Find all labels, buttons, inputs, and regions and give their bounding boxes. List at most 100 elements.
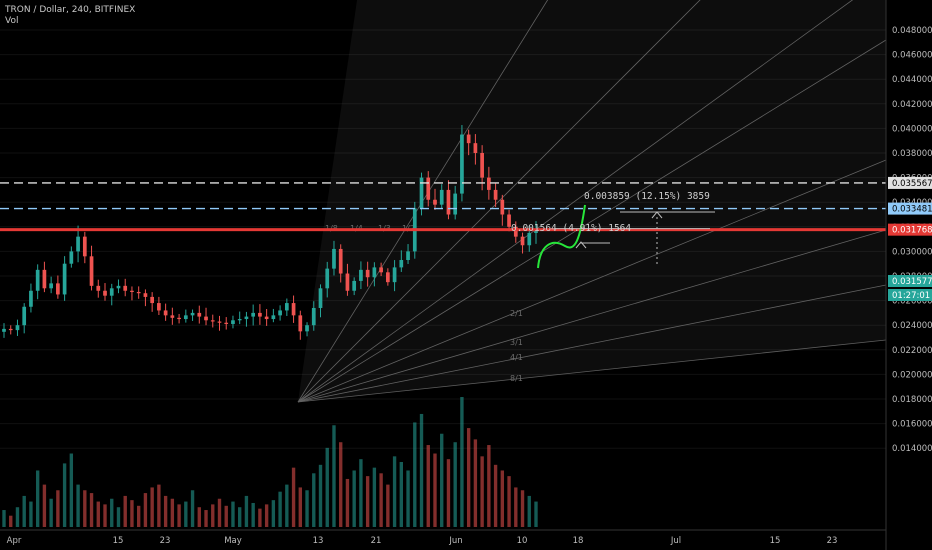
candle-body <box>42 269 47 289</box>
candle-body <box>325 268 330 289</box>
candle-body <box>318 288 323 308</box>
candle-body <box>291 303 296 316</box>
candle-body <box>69 251 74 264</box>
volume-bar <box>332 425 336 527</box>
y-tick-label: 0.046000 <box>892 51 932 61</box>
volume-bar <box>76 484 80 527</box>
volume-bar <box>130 500 134 527</box>
fan-label: 4/1 <box>510 353 523 362</box>
fan-line <box>297 159 887 403</box>
y-tick-label: 0.018000 <box>892 395 932 405</box>
volume-bar <box>514 487 518 527</box>
volume-bar <box>271 500 276 527</box>
candle-body <box>251 312 256 317</box>
volume-bar <box>372 467 377 527</box>
volume-bar <box>42 484 47 527</box>
candle-body <box>419 177 424 209</box>
volume-bar <box>399 462 403 527</box>
candle-body <box>487 177 491 190</box>
candle-body <box>35 269 40 291</box>
candle-body <box>352 280 357 291</box>
volume-bar <box>507 476 511 527</box>
y-tick-label: 0.016000 <box>892 420 932 430</box>
volume-bar <box>278 491 282 527</box>
candle-body <box>103 290 107 296</box>
y-tick-label: 0.026000 <box>892 297 932 307</box>
price-tag-label: 0.031768 <box>892 226 932 236</box>
volume-bar <box>258 508 262 527</box>
candle-body <box>136 291 141 294</box>
candle-body <box>8 328 13 331</box>
candle-body <box>204 316 208 321</box>
volume-bar <box>62 463 67 527</box>
x-tick-label: 15 <box>770 536 781 546</box>
candle-body <box>109 288 114 296</box>
candle-body <box>190 312 195 316</box>
volume-bar <box>305 490 309 527</box>
volume-bar <box>325 447 329 527</box>
candle-body <box>453 193 458 215</box>
volume-bar <box>204 510 208 527</box>
y-tick-label: 0.048000 <box>892 26 932 36</box>
x-tick-label: Apr <box>7 536 22 546</box>
symbol-title: TRON / Dollar, 240, BITFINEX <box>5 5 136 15</box>
candle-body <box>332 248 336 269</box>
volume-bar <box>359 459 363 527</box>
gann-fan: 1/81/41/31/22/13/14/18/1 <box>297 0 887 403</box>
projection-path <box>537 204 586 269</box>
volume-bar <box>264 504 269 527</box>
candle-body <box>210 320 215 322</box>
annotation-lower: 0.001564 (4.91%) 1564 <box>511 223 631 234</box>
candle-body <box>170 315 175 318</box>
volume-bar <box>143 493 148 527</box>
candle-body <box>338 248 343 274</box>
volume-indicator-label[interactable]: Vol <box>5 16 19 26</box>
candle-body <box>89 256 94 286</box>
volume-bar <box>298 487 302 527</box>
volume-bar <box>238 507 242 527</box>
volume-bar <box>184 501 188 527</box>
volume-bar <box>413 422 417 527</box>
candle-body <box>2 328 6 332</box>
candle-body <box>237 319 242 321</box>
y-tick-label: 0.024000 <box>892 321 932 331</box>
volume-bar <box>150 487 154 527</box>
volume-bar <box>110 498 114 527</box>
candle-body <box>460 134 464 194</box>
volume-bar <box>22 495 26 527</box>
volume-bar <box>527 495 531 527</box>
candle-body <box>372 267 377 278</box>
volume-bar <box>392 456 397 527</box>
fan-label: 8/1 <box>510 374 523 383</box>
price-tag <box>888 223 932 236</box>
volume-bar <box>231 501 235 527</box>
volume-bar <box>224 505 228 527</box>
time-axis[interactable]: Apr 15 23 May 13 21 Jun 10 18 Jul 15 23 <box>0 529 886 546</box>
candle-body <box>130 290 134 292</box>
price-tag-label: 01:27:01 <box>892 291 930 301</box>
volume-bar <box>197 507 201 527</box>
volume-bar <box>56 490 60 527</box>
volume-bar <box>345 478 350 527</box>
price-tag-label: 0.031577 <box>892 277 932 287</box>
fan-line <box>297 39 887 403</box>
volume-bar <box>177 504 181 527</box>
price-tag-label: 0.035567 <box>892 179 932 189</box>
arrow-head <box>575 241 587 249</box>
candle-body <box>264 316 269 320</box>
y-tick-label: 0.020000 <box>892 370 932 380</box>
volume-bar <box>35 470 40 527</box>
y-tick-label: 0.022000 <box>892 346 932 356</box>
volume-bar <box>89 493 94 527</box>
volume-bar <box>446 459 451 527</box>
volume-bar <box>291 467 296 527</box>
candle-body <box>520 236 525 246</box>
price-levels <box>0 182 886 232</box>
volume-bar <box>49 498 53 527</box>
fan-line <box>297 339 887 403</box>
volume-bar <box>365 476 370 527</box>
candle-body <box>49 283 53 289</box>
volume-bar <box>15 507 20 527</box>
candle-body <box>123 285 128 291</box>
